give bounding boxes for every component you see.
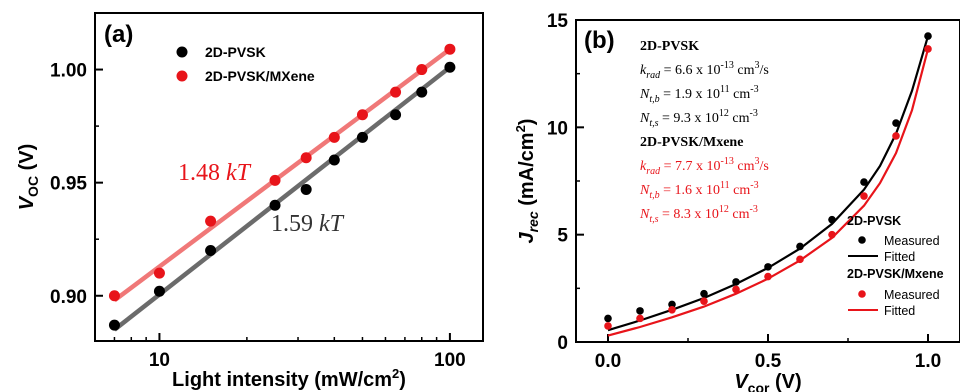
panel-b-legend: 2D-PVSK Measured Fitted 2D-PVSK/Mxene Me… [847,214,944,318]
data-point-2d-pvsk [390,109,402,121]
measured-point-2d-pvsk-mxene [700,297,708,306]
data-point-2d-pvsk [108,319,120,331]
param-title-pvsk: 2D-PVSK [640,39,699,54]
panel-b-ytick-label: 5 [557,226,568,247]
panel-b-ytick-label: 0 [557,333,568,354]
panel-b-x-axis-label: Vcor (V) [734,371,801,392]
data-point-2d-pvsk-mxene [328,131,340,143]
measured-point-2d-pvsk [668,300,676,309]
param-krad-pvsk: krad = 6.6 x 10-13 cm3/s [640,60,769,81]
panel-b-xtick-label: 0.5 [755,351,782,372]
panel-a-ytick-label: 0.90 [50,287,87,308]
panel-a-frame [94,12,484,342]
measured-point-2d-pvsk-mxene [764,272,772,281]
data-point-2d-pvsk-mxene [205,215,217,227]
panel-b-ytick-label: 10 [547,118,568,139]
annotation-mxene-slope: 1.48 kT [178,160,252,186]
data-point-2d-pvsk [356,131,368,143]
panel-a-ticks: 10 100 0.90 0.95 1.00 [50,61,466,371]
measured-point-2d-pvsk [732,278,740,286]
data-point-2d-pvsk [300,183,312,195]
measured-point-2d-pvsk [828,215,836,224]
data-point-2d-pvsk-mxene [356,109,368,121]
legend-b-fitted-pvsk: Fitted [884,250,915,264]
measured-point-2d-pvsk-mxene [796,255,804,264]
panel-a: (a) 10 100 0.90 0.95 1.00 2D-PVSK 2D-PVSK/MX… [16,12,484,391]
legend-b-fitted-mxene: Fitted [884,304,915,318]
legend-label-2d-pvsk: 2D-PVSK [205,44,266,60]
data-point-2d-pvsk [153,285,165,297]
measured-point-2d-pvsk [796,242,804,251]
param-ntb-pvsk: Nt,b = 1.9 x 1011 cm-3 [639,84,759,105]
measured-point-2d-pvsk-mxene [636,314,644,323]
panel-a-xtick-label: 100 [434,350,466,371]
panel-b-y-axis-label: Jrec (mA/cm2) [513,119,541,244]
panel-b-ticks: 0.0 0.5 1.0 0 5 10 15 [547,11,941,372]
panel-b: (b) 0.0 0.5 1.0 0 5 10 15 2D-PVSK krad = 6.6 x… [513,11,960,392]
annotation-pvsk-slope: 1.59 kT [271,211,345,237]
panel-a-points [108,43,456,331]
data-point-2d-pvsk-mxene [390,86,402,98]
param-nts-pvsk: Nt,s = 9.3 x 1012 cm-3 [639,108,758,129]
measured-point-2d-pvsk-mxene [828,230,836,239]
panel-a-y-axis-label: VOC (V) [16,144,41,211]
data-point-2d-pvsk [416,86,428,98]
legend-b-measured-marker-pvsk [858,236,866,244]
panel-a-x-axis-label: Light intensity (mW/cm2) [172,366,406,391]
measured-point-2d-pvsk [700,289,708,298]
panel-a-ytick-label: 1.00 [50,61,87,82]
fit-line-2d-pvsk-mxene [113,47,452,303]
panel-a-ytick-label: 0.95 [50,174,87,195]
legend-b-measured-marker-mxene [858,290,866,298]
measured-point-2d-pvsk-mxene [604,322,612,330]
legend-b-group-pvsk: 2D-PVSK [847,214,901,228]
legend-marker-2d-pvsk [176,46,188,58]
measured-point-2d-pvsk-mxene [732,285,740,294]
panel-a-legend: 2D-PVSK 2D-PVSK/MXene [176,44,315,84]
panel-b-xtick-label: 1.0 [915,351,941,372]
data-point-2d-pvsk [328,154,340,166]
panel-b-ytick-label: 15 [547,11,569,32]
legend-b-measured-pvsk: Measured [884,234,940,248]
measured-point-2d-pvsk [892,119,900,127]
data-point-2d-pvsk-mxene [416,64,428,76]
data-point-2d-pvsk [444,61,456,73]
panel-a-xtick-label: 10 [149,350,170,371]
panel-a-label: (a) [104,21,133,48]
legend-marker-2d-pvsk-mxene [176,70,188,82]
data-point-2d-pvsk-mxene [444,43,456,55]
panel-b-xtick-label: 0.0 [595,351,621,372]
param-krad-mxene: krad = 7.7 x 10-13 cm3/s [640,156,769,177]
measured-point-2d-pvsk-mxene [860,192,868,200]
legend-b-group-mxene: 2D-PVSK/Mxene [847,267,944,281]
measured-point-2d-pvsk [924,32,932,40]
panel-b-label: (b) [584,27,615,54]
panel-b-parameter-text: 2D-PVSK krad = 6.6 x 10-13 cm3/s Nt,b = … [639,39,769,225]
data-point-2d-pvsk-mxene [300,152,312,164]
data-point-2d-pvsk-mxene [153,267,165,279]
measured-point-2d-pvsk-mxene [668,306,676,314]
panel-b-fit-curves [607,35,930,337]
data-point-2d-pvsk [205,245,217,257]
measured-point-2d-pvsk [860,178,868,186]
legend-b-measured-mxene: Measured [884,288,940,302]
data-point-2d-pvsk-mxene [269,174,281,186]
measured-point-2d-pvsk [764,263,772,271]
param-ntb-mxene: Nt,b = 1.6 x 1011 cm-3 [639,180,759,201]
param-title-mxene: 2D-PVSK/Mxene [640,135,743,150]
panel-b-points [604,32,932,330]
data-point-2d-pvsk-mxene [108,290,120,302]
legend-label-2d-pvsk-mxene: 2D-PVSK/MXene [205,68,315,84]
measured-point-2d-pvsk [604,314,612,323]
measured-point-2d-pvsk-mxene [924,45,932,53]
measured-point-2d-pvsk-mxene [892,132,900,140]
param-nts-mxene: Nt,s = 8.3 x 1012 cm-3 [639,204,758,225]
data-point-2d-pvsk [269,199,281,211]
measured-point-2d-pvsk [636,307,644,315]
